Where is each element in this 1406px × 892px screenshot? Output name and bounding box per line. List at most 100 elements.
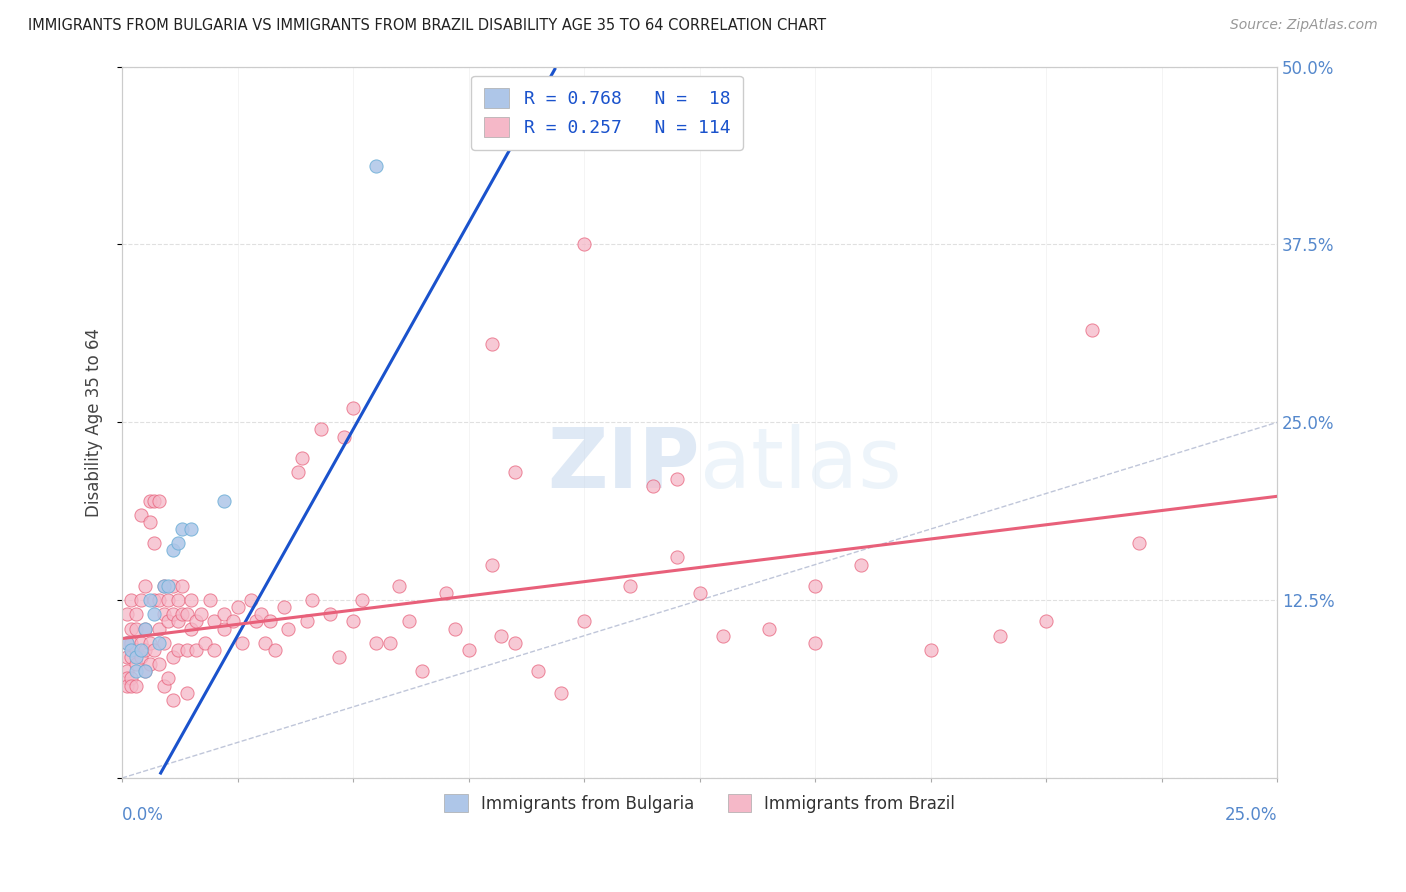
Point <box>222 615 245 629</box>
Point <box>148 622 170 636</box>
Point <box>804 636 827 650</box>
Point <box>411 665 433 679</box>
Point <box>489 629 512 643</box>
Point <box>572 615 595 629</box>
Point <box>342 615 364 629</box>
Point <box>1081 323 1104 337</box>
Point <box>204 643 226 657</box>
Point <box>166 593 188 607</box>
Point <box>184 615 207 629</box>
Point <box>115 665 138 679</box>
Text: 25.0%: 25.0% <box>1225 806 1277 824</box>
Point <box>148 493 170 508</box>
Legend: Immigrants from Bulgaria, Immigrants from Brazil: Immigrants from Bulgaria, Immigrants fro… <box>437 788 962 820</box>
Point <box>619 579 641 593</box>
Point <box>129 650 152 665</box>
Point <box>190 607 212 622</box>
Point <box>254 636 277 650</box>
Point <box>115 636 138 650</box>
Point <box>115 679 138 693</box>
Point <box>143 593 166 607</box>
Point <box>148 636 170 650</box>
Point <box>134 622 156 636</box>
Point <box>139 493 162 508</box>
Point <box>259 615 281 629</box>
Point <box>378 636 401 650</box>
Point <box>152 636 174 650</box>
Point <box>198 593 221 607</box>
Point <box>120 593 142 607</box>
Point <box>301 593 323 607</box>
Point <box>443 622 465 636</box>
Point <box>527 665 550 679</box>
Point <box>120 643 142 657</box>
Point <box>333 429 356 443</box>
Text: ZIP: ZIP <box>547 425 700 506</box>
Point <box>129 643 152 657</box>
Point <box>143 493 166 508</box>
Text: IMMIGRANTS FROM BULGARIA VS IMMIGRANTS FROM BRAZIL DISABILITY AGE 35 TO 64 CORRE: IMMIGRANTS FROM BULGARIA VS IMMIGRANTS F… <box>28 18 827 33</box>
Point <box>851 558 873 572</box>
Point <box>352 593 374 607</box>
Point <box>172 607 194 622</box>
Point <box>129 593 152 607</box>
Point <box>162 607 184 622</box>
Point <box>309 422 332 436</box>
Point <box>176 685 198 699</box>
Point <box>273 600 295 615</box>
Point <box>152 607 174 622</box>
Point <box>125 622 148 636</box>
Point <box>120 679 142 693</box>
Point <box>172 579 194 593</box>
Point <box>134 665 156 679</box>
Point <box>643 479 665 493</box>
Point <box>157 615 180 629</box>
Point <box>157 672 180 686</box>
Point <box>134 643 156 657</box>
Point <box>134 665 156 679</box>
Point <box>148 593 170 607</box>
Point <box>245 615 267 629</box>
Point <box>152 679 174 693</box>
Point <box>212 607 235 622</box>
Point <box>180 593 202 607</box>
Point <box>550 685 572 699</box>
Y-axis label: Disability Age 35 to 64: Disability Age 35 to 64 <box>86 327 103 516</box>
Point <box>152 579 174 593</box>
Point <box>148 657 170 672</box>
Point <box>231 636 253 650</box>
Point <box>1035 615 1057 629</box>
Point <box>212 622 235 636</box>
Point <box>319 607 342 622</box>
Point <box>503 636 526 650</box>
Point <box>291 450 314 465</box>
Point <box>194 636 217 650</box>
Point <box>162 579 184 593</box>
Point <box>125 665 148 679</box>
Point <box>120 650 142 665</box>
Point <box>988 629 1011 643</box>
Point <box>125 650 148 665</box>
Point <box>212 493 235 508</box>
Point <box>129 636 152 650</box>
Point <box>143 536 166 550</box>
Point <box>139 515 162 529</box>
Point <box>184 643 207 657</box>
Point <box>115 650 138 665</box>
Point <box>434 586 457 600</box>
Point <box>125 657 148 672</box>
Point <box>180 522 202 536</box>
Point <box>711 629 734 643</box>
Point <box>388 579 411 593</box>
Point <box>166 536 188 550</box>
Point <box>287 465 309 479</box>
Point <box>162 650 184 665</box>
Point <box>115 607 138 622</box>
Point <box>328 650 350 665</box>
Point <box>481 558 503 572</box>
Point <box>115 672 138 686</box>
Point <box>125 679 148 693</box>
Point <box>176 607 198 622</box>
Point <box>758 622 780 636</box>
Point <box>366 636 388 650</box>
